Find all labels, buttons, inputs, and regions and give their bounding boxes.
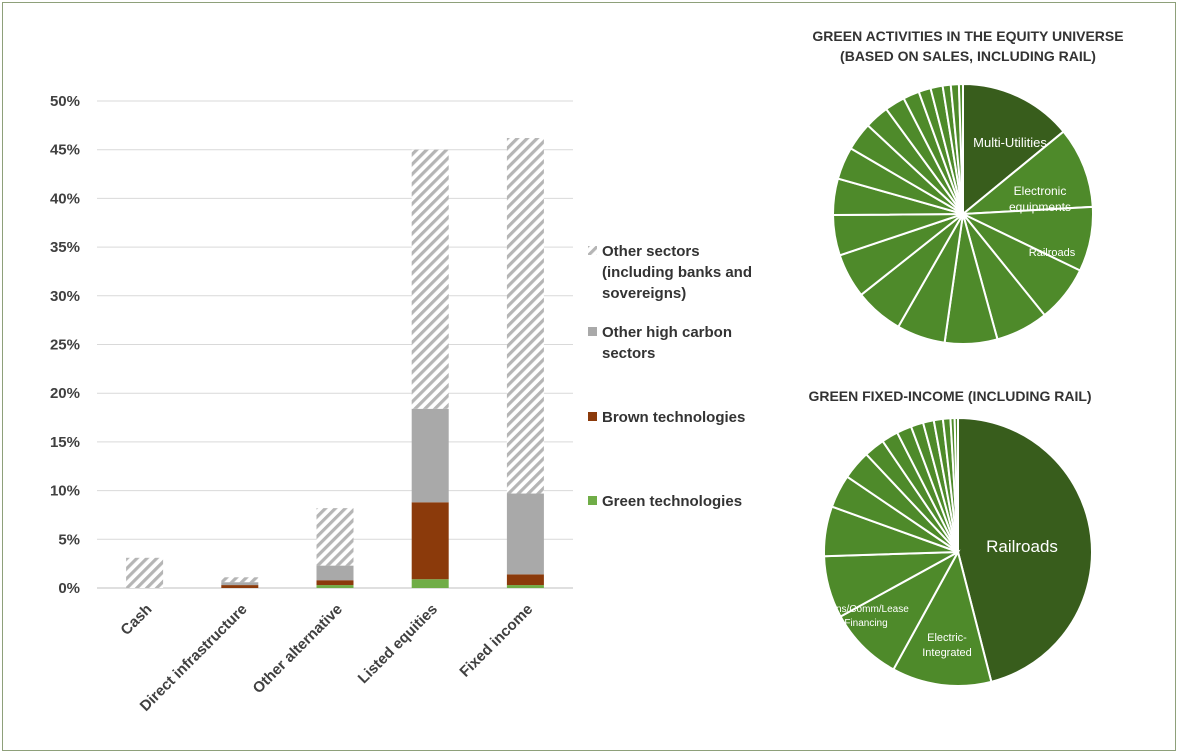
bar-segment [411,579,449,588]
pie-slice-label: Railroads [1029,247,1076,259]
bar-segment [316,565,354,581]
pie-slice [957,82,964,215]
bar-segment [221,577,259,583]
fixed-income-pie-chart: GREEN FIXED-INCOME (INCLUDING RAIL) Railr… [808,388,1093,687]
bar-segment [506,574,544,586]
bar-segment [316,580,354,586]
y-tick-label: 10% [50,483,80,500]
legend-swatch [588,496,597,505]
x-tick-label: Other alternative [250,601,346,697]
pie-slice [957,416,1093,684]
bar-segment [411,149,449,409]
pie-slice-label: Financing [844,618,887,629]
pie-slice [953,416,959,553]
legend-label: (including banks and [602,264,752,281]
legend-label: Other sectors [602,243,700,260]
pie-slice-label: equipments [1009,200,1071,214]
pie-slice [959,130,1094,216]
y-tick-label: 0% [58,580,80,597]
x-tick-label: Direct infrastructure [137,601,251,715]
legend-label: Green technologies [602,493,742,510]
bar-segment [411,408,449,503]
bar-segment [506,138,544,494]
y-tick-label: 40% [50,190,80,207]
bar-segment [506,493,544,575]
bar-segment [126,557,164,588]
pie-title: (BASED ON SALES, INCLUDING RAIL) [840,48,1096,64]
pie-slice-label: Railroads [986,537,1058,556]
y-tick-label: 30% [50,288,80,305]
legend-swatch [588,412,597,421]
y-tick-label: 50% [50,93,80,110]
x-tick-label: Cash [117,601,155,639]
legend-label: sovereigns) [602,285,686,302]
legend-swatch [588,246,597,255]
pie-slice-label: Electric- [927,632,967,644]
pie-title: GREEN ACTIVITIES IN THE EQUITY UNIVERSE [812,28,1123,44]
bar-segment [221,582,259,586]
bar-legend: Other sectors (including banks and soverei… [588,243,752,510]
y-tick-label: 45% [50,142,80,159]
bar-segment [411,502,449,580]
pie-slice-label: Electronic [1014,184,1067,198]
y-tick-label: 25% [50,337,80,354]
y-tick-label: 35% [50,239,80,256]
legend-swatch [588,327,597,336]
pie-slice [892,549,993,687]
bar-segment [506,585,544,588]
pie-slice-label: Cons/Comm/Lease [823,604,909,615]
bar-segment [316,585,354,588]
legend-label: Other high carbon [602,324,732,341]
bar-segment [316,508,354,566]
y-tick-label: 5% [58,531,80,548]
x-tick-label: Listed equities [355,601,441,687]
legend-label: sectors [602,345,655,362]
pie-slice-label: Multi-Utilities [973,135,1047,150]
pie-slice [962,82,1065,217]
bar-segment [221,585,259,588]
equity-pie-chart: GREEN ACTIVITIES IN THE EQUITY UNIVERSE (… [812,28,1124,345]
y-tick-label: 15% [50,434,80,451]
legend-label: Brown technologies [602,409,745,426]
pie-title: GREEN FIXED-INCOME (INCLUDING RAIL) [808,388,1091,404]
x-tick-label: Fixed income [456,601,536,681]
pie-slice-label: Integrated [922,647,972,659]
stacked-bar-chart: 0% 5% 10% 15% 20% 25% 30% 35% 40% 45% 50% CashDirec… [50,93,573,715]
y-tick-label: 20% [50,385,80,402]
